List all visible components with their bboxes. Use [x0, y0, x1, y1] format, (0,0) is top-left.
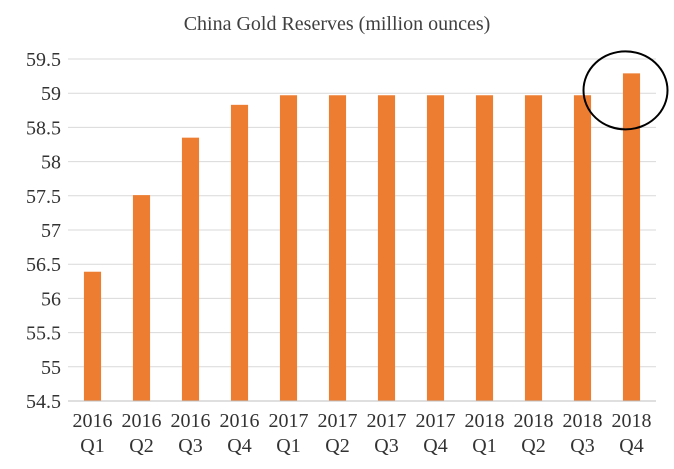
x-tick-label: 2018: [612, 410, 652, 432]
x-axis-ticks: 2016 Q1 2016 Q2 2016 Q3 2016 Q4 2017 Q1 2017 Q2 2017…: [73, 410, 652, 457]
x-tick-label: 2016: [122, 410, 162, 432]
x-tick-label: 2017: [318, 410, 358, 432]
x-tick-label: Q1: [472, 435, 496, 457]
annotations: [582, 50, 669, 131]
x-tick-label: Q4: [423, 435, 447, 457]
bar: [230, 104, 249, 401]
y-tick-label: 58.5: [26, 117, 61, 139]
bar: [328, 95, 347, 401]
highlight-circle: [582, 50, 669, 131]
y-tick-label: 56: [41, 288, 61, 310]
y-tick-label: 57: [41, 220, 61, 242]
chart-title: China Gold Reserves (million ounces): [184, 13, 491, 35]
x-tick-label: 2018: [465, 410, 505, 432]
y-tick-label: 55.5: [26, 323, 61, 345]
gridlines: [68, 58, 656, 368]
y-tick-label: 56.5: [26, 254, 61, 276]
y-tick-label: 54.5: [26, 391, 61, 413]
x-tick-label: Q4: [227, 435, 251, 457]
x-tick-label: 2017: [416, 410, 456, 432]
x-tick-label: Q3: [570, 435, 594, 457]
y-tick-label: 59: [41, 83, 61, 105]
x-tick-label: Q2: [325, 435, 349, 457]
x-tick-label: Q1: [276, 435, 300, 457]
x-tick-label: 2016: [171, 410, 211, 432]
bar: [475, 95, 494, 401]
bar: [524, 95, 543, 401]
x-tick-label: 2017: [269, 410, 309, 432]
x-tick-label: 2016: [220, 410, 260, 432]
x-tick-label: Q3: [178, 435, 202, 457]
bar: [426, 95, 445, 401]
y-tick-label: 57.5: [26, 186, 61, 208]
y-tick-label: 59.5: [26, 49, 61, 71]
bars: [83, 73, 641, 401]
x-tick-label: 2018: [514, 410, 554, 432]
bar: [181, 137, 200, 401]
x-tick-label: Q1: [80, 435, 104, 457]
x-tick-label: Q3: [374, 435, 398, 457]
bar: [573, 95, 592, 401]
x-tick-label: 2018: [563, 410, 603, 432]
y-axis-ticks: 54.5 55 55.5 56 56.5 57 57.5 58 58.5 59 59.5: [26, 49, 61, 413]
bar: [377, 95, 396, 401]
y-tick-label: 55: [41, 357, 61, 379]
x-tick-label: 2016: [73, 410, 113, 432]
x-tick-label: Q2: [129, 435, 153, 457]
bar: [622, 73, 641, 401]
x-tick-label: Q2: [521, 435, 545, 457]
y-tick-label: 58: [41, 152, 61, 174]
x-tick-label: Q4: [619, 435, 643, 457]
bar: [83, 271, 102, 401]
bar: [132, 195, 151, 401]
x-tick-label: 2017: [367, 410, 407, 432]
bar: [279, 95, 298, 401]
